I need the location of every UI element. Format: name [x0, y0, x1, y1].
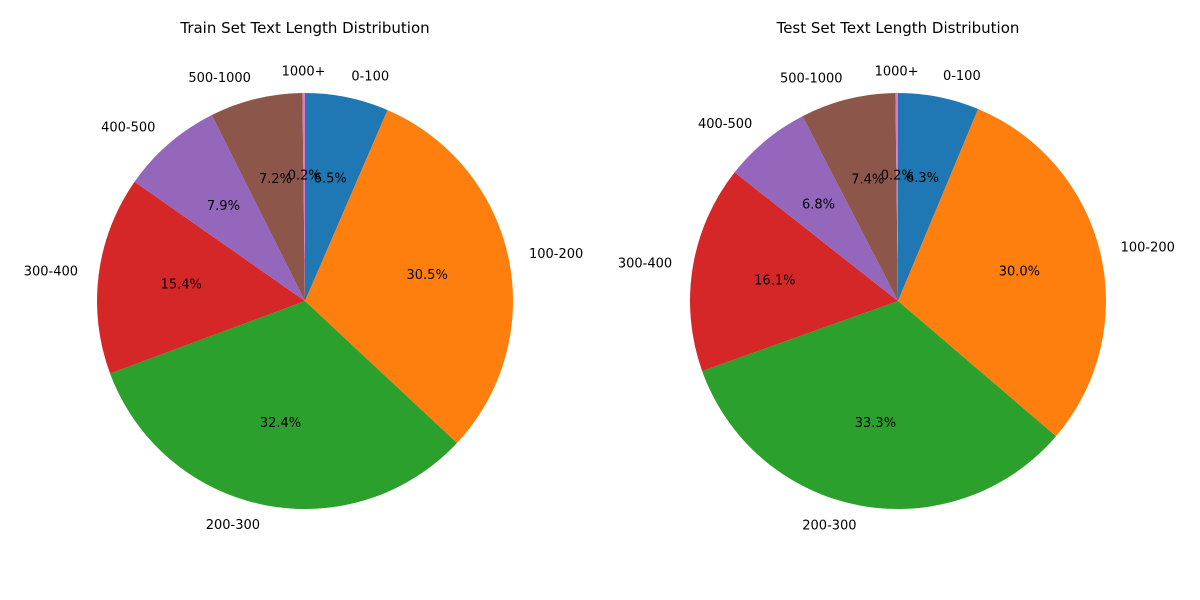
test-percent-label: 33.3%	[855, 416, 896, 431]
train-pie-chart: Train Set Text Length Distribution 0-100…	[24, 19, 584, 533]
test-category-label: 100-200	[1121, 240, 1175, 255]
train-category-label: 500-1000	[188, 71, 251, 86]
test-category-label: 200-300	[802, 519, 856, 534]
test-slice-100-200	[898, 109, 1107, 437]
test-slice-300-400	[690, 172, 898, 372]
train-slice-500-1000	[211, 93, 305, 302]
test-category-label: 300-400	[618, 257, 672, 272]
test-slice-500-1000	[802, 93, 898, 302]
test-chart-title: Test Set Text Length Distribution	[776, 19, 1020, 37]
test-slice-200-300	[702, 301, 1057, 510]
test-percent-label: 7.4%	[851, 172, 884, 187]
test-category-label: 400-500	[698, 117, 752, 132]
train-slice-300-400	[96, 181, 305, 374]
train-category-label: 200-300	[206, 518, 260, 533]
test-percent-label: 6.8%	[802, 197, 835, 212]
test-slice-1000+	[895, 93, 898, 301]
train-category-label: 0-100	[351, 69, 389, 84]
test-percent-label: 16.1%	[754, 273, 795, 288]
train-slice-400-500	[134, 115, 305, 301]
train-percent-label: 15.4%	[161, 278, 202, 293]
train-percent-label: 30.5%	[407, 268, 448, 283]
train-percent-label: 7.2%	[259, 172, 292, 187]
train-slice-200-300	[110, 301, 457, 510]
test-slice-0-100	[898, 93, 979, 301]
test-percent-label: 0.2%	[881, 169, 914, 184]
test-category-label: 500-1000	[780, 72, 843, 87]
test-pie-chart: Test Set Text Length Distribution 0-100 6…	[618, 19, 1175, 534]
train-slice-100-200	[305, 110, 514, 444]
test-category-label: 1000+	[875, 65, 919, 80]
train-chart-title: Train Set Text Length Distribution	[179, 19, 429, 37]
train-category-label: 1000+	[282, 65, 326, 80]
test-percent-label: 30.0%	[999, 265, 1040, 280]
train-category-label: 300-400	[24, 265, 78, 280]
train-slice-0-100	[305, 92, 388, 301]
train-percent-label: 0.2%	[288, 169, 321, 184]
test-slice-400-500	[734, 116, 898, 301]
train-slice-1000+	[302, 93, 305, 301]
train-percent-label: 6.5%	[314, 171, 347, 186]
train-category-label: 100-200	[529, 247, 583, 262]
train-percent-label: 7.9%	[207, 199, 240, 214]
test-percent-label: 6.3%	[906, 171, 939, 186]
train-percent-label: 32.4%	[260, 416, 301, 431]
test-category-label: 0-100	[943, 69, 981, 84]
train-category-label: 400-500	[101, 120, 155, 135]
